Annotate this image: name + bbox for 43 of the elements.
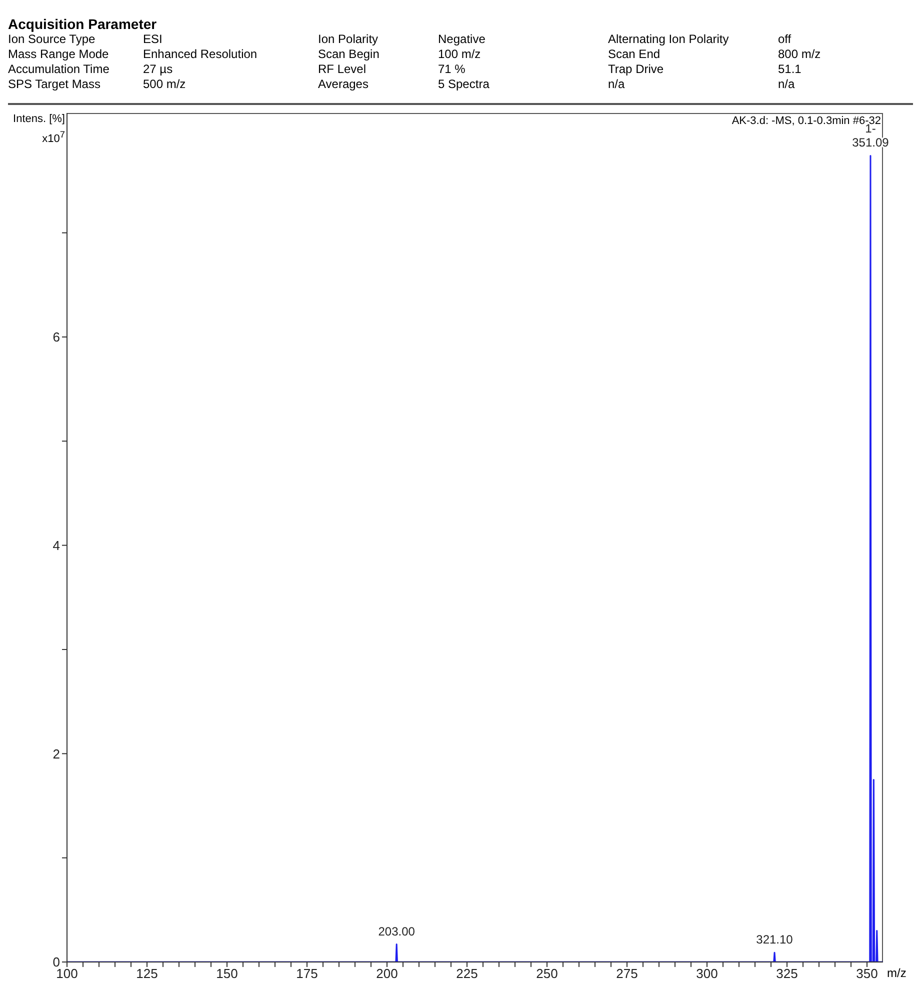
text: x10$^{7}$ — [42, 129, 65, 145]
text: 51.1 — [778, 62, 802, 76]
text: SPS Target Mass — [8, 77, 100, 91]
x-tick-label: 200 — [376, 966, 398, 982]
text: Trap Drive — [608, 62, 664, 76]
text: Scan Begin — [318, 47, 380, 61]
text: n/a — [608, 77, 625, 91]
x-tick-label: 275 — [616, 966, 638, 982]
text: 800 m/z — [778, 47, 821, 61]
text: Ion Source Type — [8, 32, 96, 46]
text: RF Level — [318, 62, 366, 76]
text: ESI — [143, 32, 162, 46]
x-tick-label: 225 — [456, 966, 478, 982]
x-axis-title: m/z — [887, 966, 906, 980]
text: 27 µs — [143, 62, 173, 76]
x-tick-label: 150 — [216, 966, 238, 982]
text: Enhanced Resolution — [143, 47, 258, 61]
x-tick-label: 175 — [296, 966, 318, 982]
chart-title: Acquisition Parameter — [8, 16, 157, 32]
text: Alternating Ion Polarity — [608, 32, 729, 46]
x-tick-label: 125 — [136, 966, 158, 982]
text: Accumulation Time — [8, 62, 110, 76]
text: Mass Range Mode — [8, 47, 109, 61]
text: 71 % — [438, 62, 466, 76]
text: off — [778, 32, 792, 46]
y-tick-label: 6 — [52, 330, 60, 345]
x-tick-label: 325 — [776, 966, 798, 982]
x-tick-label: 300 — [696, 966, 718, 982]
text: 5 Spectra — [438, 77, 490, 91]
y-axis-title: Intens. [%] — [13, 113, 65, 125]
text: Negative — [438, 32, 486, 46]
annotation: 203.00 — [378, 924, 416, 938]
annotation: 321.10 — [756, 932, 794, 947]
y-tick-label: 4 — [52, 538, 60, 553]
text: n/a — [778, 77, 795, 91]
x-tick-label: 250 — [536, 966, 558, 982]
text: Ion Polarity — [318, 32, 378, 46]
text: 100 m/z — [438, 47, 481, 61]
text: Scan End — [608, 47, 660, 61]
text: Averages — [318, 77, 368, 91]
x-tick-label: 350 — [856, 966, 878, 982]
text: 500 m/z — [143, 77, 186, 91]
y-tick-label: 2 — [52, 746, 60, 762]
